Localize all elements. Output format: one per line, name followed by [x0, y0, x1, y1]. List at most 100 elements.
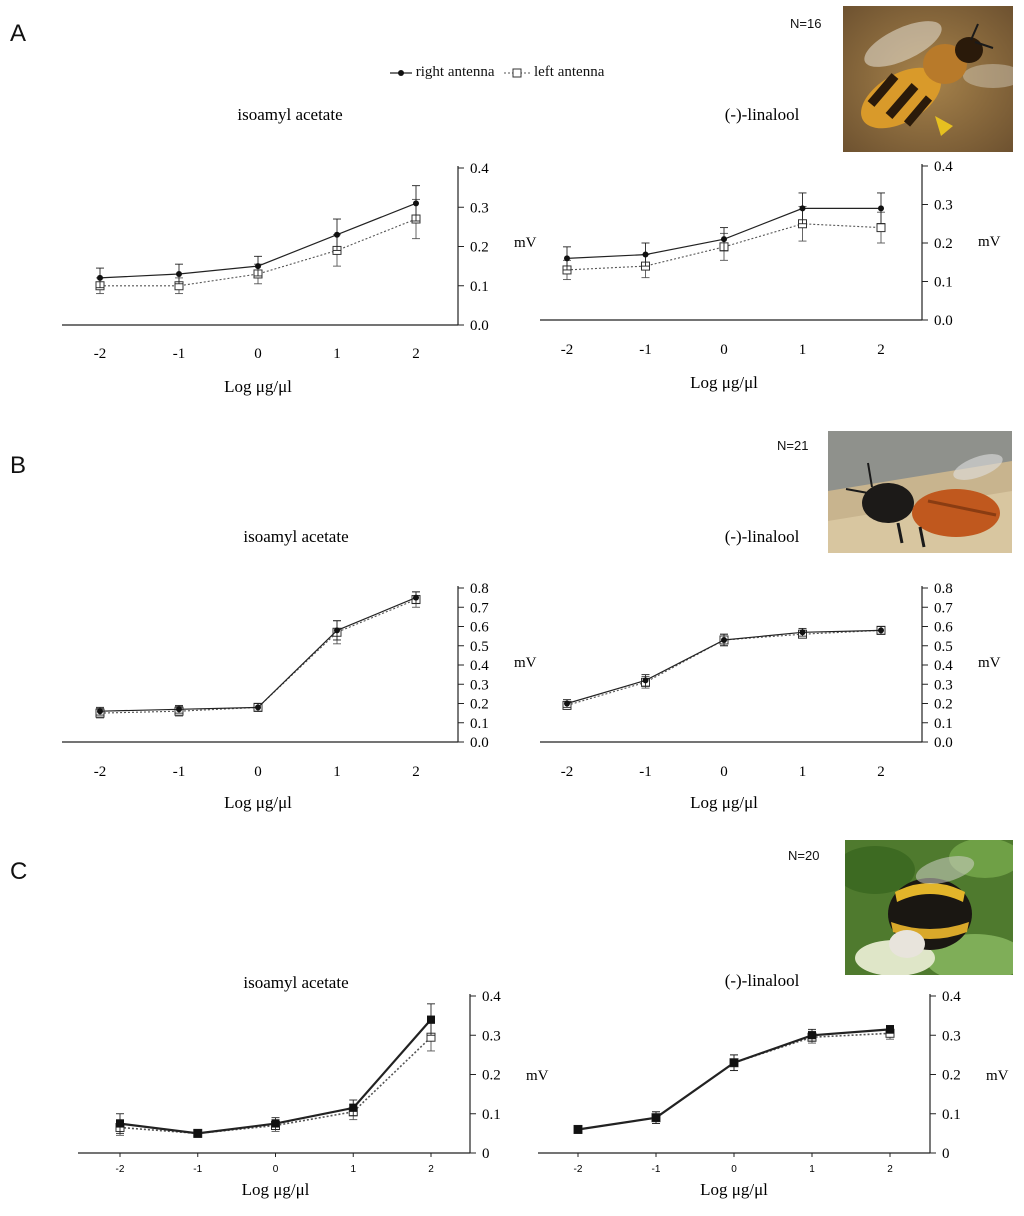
x-axis-label: Log μg/μl [690, 793, 758, 812]
x-tick-label: 1 [799, 764, 807, 780]
data-point-right-antenna [255, 263, 261, 270]
x-tick-label: -1 [639, 342, 652, 358]
data-point-right-antenna [799, 629, 806, 636]
series-line [119, 1018, 432, 1135]
x-tick-label: 1 [350, 1164, 356, 1175]
chart-c1: isoamyl acetate 0 0.1 0.2 0.3 0.4 mV -2 -1 0 1 2 Log… [78, 973, 549, 1199]
data-point-right-antenna [574, 1125, 582, 1134]
data-point-right-antenna [413, 200, 419, 207]
y-tick-label: 0.4 [470, 161, 489, 177]
chart-title: isoamyl acetate [243, 973, 348, 992]
y-axis-unit-label: mV [978, 234, 1001, 250]
y-tick-label: 0 [942, 1146, 950, 1162]
data-point-right-antenna [808, 1031, 816, 1040]
x-tick-label: 0 [720, 342, 728, 358]
y-tick-label: 0.1 [934, 275, 953, 291]
x-tick-label: 0 [254, 764, 262, 780]
y-axis-unit-label: mV [986, 1068, 1009, 1084]
chart-a2: (-)-linalool 0.0 0.1 0.2 0.3 0.4 mV -2 -1 0 1 2 Log … [540, 105, 1001, 392]
chart-c2: (-)-linalool 0 0.1 0.2 0.3 0.4 mV -2 -1 0 1 2 Log μg… [538, 971, 1009, 1199]
x-tick-label: -2 [561, 764, 574, 780]
series-line [577, 1032, 891, 1131]
y-tick-label: 0.0 [934, 313, 953, 329]
y-axis-unit-label: mV [514, 235, 537, 251]
x-tick-label: 1 [809, 1164, 815, 1175]
data-point-right-antenna [116, 1119, 124, 1128]
series-left-antenna [95, 591, 421, 719]
x-tick-label: 0 [720, 764, 728, 780]
y-axis-unit-label: mV [978, 655, 1001, 671]
y-tick-label: 0.1 [482, 1107, 501, 1123]
y-tick-label: 0.0 [470, 735, 489, 751]
chart-b1: isoamyl acetate 0.0 0.1 0.2 0.3 0.4 0.5 0.6 0.7 0… [62, 527, 537, 812]
chart-title: isoamyl acetate [237, 105, 342, 124]
x-tick-label: 0 [254, 346, 262, 362]
series-line [99, 598, 417, 714]
x-axis-label: Log μg/μl [690, 373, 758, 392]
panel-letter-a: A [10, 20, 27, 47]
chart-title: (-)-linalool [725, 527, 800, 546]
data-point-right-antenna [652, 1113, 660, 1122]
data-point-right-antenna [886, 1025, 894, 1034]
x-tick-label: -2 [116, 1164, 125, 1175]
series-left-antenna [95, 198, 421, 295]
y-tick-label: 0.4 [942, 989, 961, 1005]
series-right-antenna [96, 591, 420, 716]
x-axis-label: Log μg/μl [224, 793, 292, 812]
honeybee-photo-icon [843, 6, 1013, 152]
x-tick-label: -1 [173, 764, 186, 780]
x-tick-label: -1 [193, 1164, 202, 1175]
chart-a1: isoamyl acetate 0.0 0.1 0.2 0.3 0.4 mV -2 -1 0 1 2 L… [62, 105, 537, 396]
data-point-right-antenna [564, 700, 570, 707]
y-tick-label: 0.4 [934, 658, 953, 674]
series-line [566, 223, 882, 271]
chart-title: (-)-linalool [725, 971, 800, 990]
data-point-right-antenna [730, 1058, 738, 1067]
y-tick-label: 0.1 [470, 279, 489, 295]
y-tick-label: 0.3 [470, 677, 489, 693]
y-tick-label: 0.2 [470, 697, 489, 713]
mason-bee-photo-icon [828, 431, 1012, 553]
y-tick-label: 0.5 [934, 639, 953, 655]
y-tick-label: 0.4 [470, 658, 489, 674]
data-point-right-antenna [878, 627, 884, 634]
x-tick-label: 2 [877, 342, 885, 358]
panel-letter-c: C [10, 858, 28, 885]
data-point-right-antenna [349, 1103, 358, 1112]
series-left-antenna [573, 1026, 895, 1134]
x-tick-label: -1 [639, 764, 652, 780]
y-tick-label: 0.3 [482, 1028, 501, 1044]
y-tick-label: 0.6 [934, 620, 953, 636]
y-tick-label: 0.7 [470, 600, 489, 616]
series-line [99, 597, 417, 712]
x-tick-label: 2 [412, 346, 420, 362]
series-right-antenna [116, 1003, 435, 1138]
data-point-right-antenna [97, 708, 103, 715]
x-tick-label: 2 [887, 1164, 893, 1175]
data-point-left-antenna [876, 223, 886, 233]
x-tick-label: -2 [574, 1164, 583, 1175]
chart-b2: (-)-linalool 0.0 0.1 0.2 0.3 0.4 0.5 0.6 0.7 0.8 m… [540, 527, 1001, 812]
legend: right antenna left antenna [390, 64, 604, 81]
x-axis-label: Log μg/μl [224, 377, 292, 396]
y-tick-label: 0.2 [942, 1068, 961, 1084]
panel-letter-b: B [10, 452, 27, 479]
data-point-right-antenna [176, 706, 182, 713]
data-point-right-antenna [642, 251, 649, 258]
data-point-right-antenna [721, 636, 727, 643]
x-tick-label: 0 [731, 1164, 737, 1175]
y-tick-label: 0.1 [470, 716, 489, 732]
y-tick-label: 0.4 [482, 989, 501, 1005]
x-tick-label: -1 [173, 346, 186, 362]
y-tick-label: 0.2 [482, 1068, 501, 1084]
data-point-right-antenna [271, 1119, 280, 1128]
x-tick-label: -2 [561, 342, 574, 358]
data-point-right-antenna [878, 205, 884, 212]
n-count-a: N=16 [790, 16, 822, 31]
bumblebee-photo-icon [845, 840, 1013, 975]
series-right-antenna [96, 185, 420, 289]
x-tick-label: 1 [799, 342, 807, 358]
legend-left-antenna: left antenna [533, 64, 605, 80]
x-tick-label: -1 [652, 1164, 661, 1175]
